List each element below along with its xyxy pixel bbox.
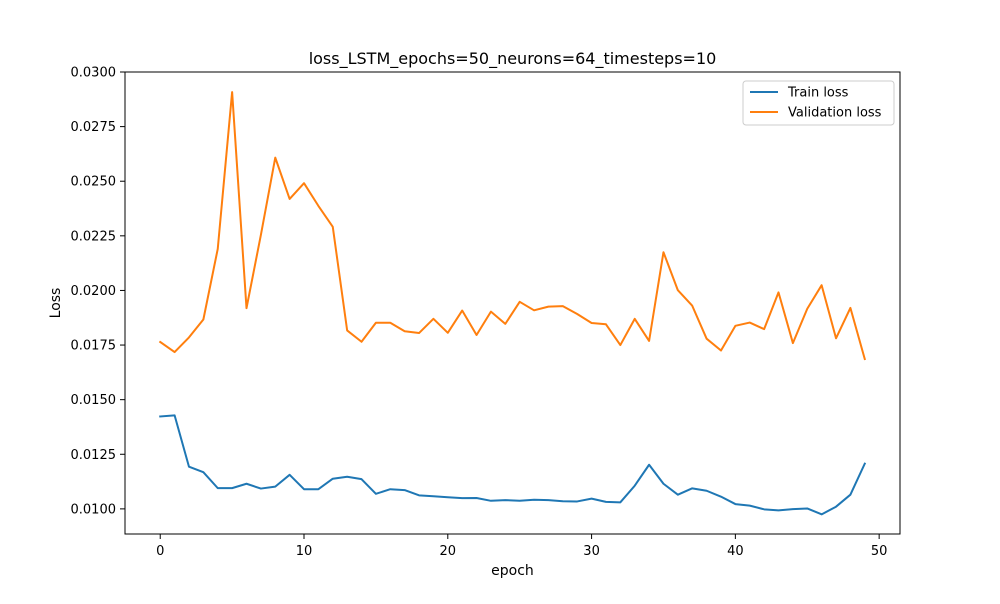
x-tick-label: 10 [296,544,313,559]
chart-title: loss_LSTM_epochs=50_neurons=64_timesteps… [309,49,717,69]
y-tick-label: 0.0250 [71,175,117,190]
y-tick-label: 0.0225 [71,229,117,244]
x-tick-label: 0 [156,544,164,559]
plot-area-frame [124,71,901,535]
x-tick-label: 30 [583,544,600,559]
y-tick-label: 0.0275 [71,120,117,135]
series-line-validation-loss [158,91,867,361]
y-tick-label: 0.0125 [71,448,117,463]
series-layer [158,91,867,516]
series-line-train-loss [159,414,867,516]
y-tick-label: 0.0175 [71,339,117,354]
x-tick-label: 50 [871,544,888,559]
y-tick-label: 0.0200 [71,284,117,299]
y-axis: 0.0100 0.0125 0.0150 0.0175 0.0200 0.0225 0.02… [71,66,125,517]
legend: Train loss Validation loss [742,80,895,126]
x-axis: 0 10 20 30 40 50 [156,534,887,559]
legend-label-train-loss: Train loss [787,86,849,101]
legend-box [742,80,895,126]
x-tick-label: 40 [727,544,744,559]
y-tick-label: 0.0150 [71,393,117,408]
x-tick-label: 20 [440,544,457,559]
x-axis-label: epoch [491,563,534,579]
y-tick-label: 0.0300 [71,66,117,81]
legend-label-validation-loss: Validation loss [788,106,882,121]
y-axis-label: Loss [48,288,64,319]
y-tick-label: 0.0100 [71,502,117,517]
